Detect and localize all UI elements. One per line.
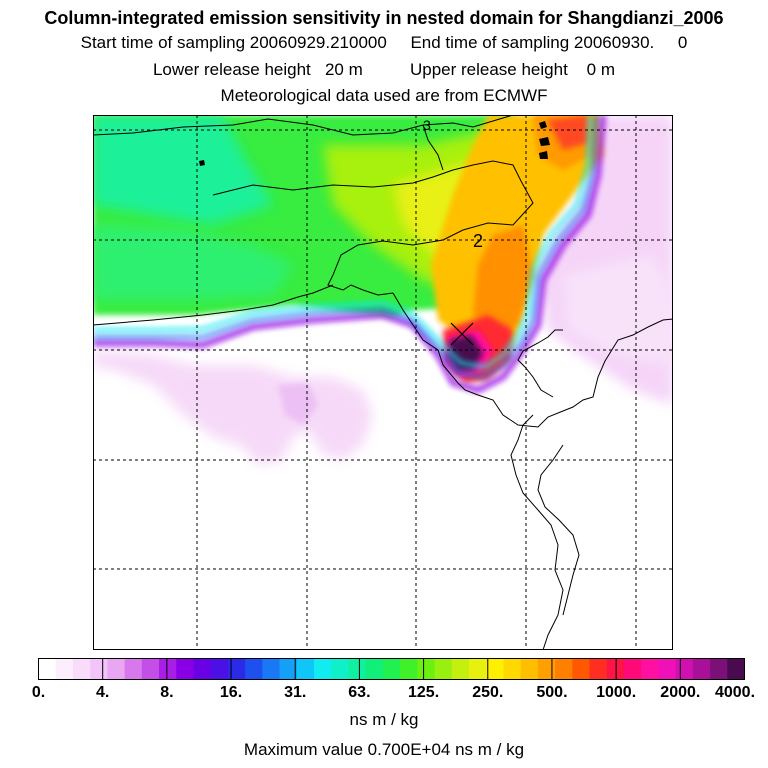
colorbar-cell	[227, 658, 246, 680]
border-line-middle	[212, 160, 534, 276]
colorbar-tick-label: 2000.	[660, 684, 701, 701]
contour-label-3: 3	[423, 117, 431, 133]
colorbar-cell	[417, 658, 435, 680]
colorbar-tick-label: 1000.	[596, 684, 637, 701]
colorbar-tick-labels: 0. 4. 8. 16. 31. 63. 125. 250. 500. 1000. 2000. 400…	[0, 684, 768, 704]
colorbar-cell	[555, 658, 573, 680]
orange-sensitivity-core	[473, 225, 533, 340]
island-2	[539, 137, 550, 146]
colorbar-cell	[331, 658, 349, 680]
colorbar-tick-label: 500.	[536, 684, 568, 701]
light-sensitivity-patch	[278, 383, 318, 425]
colorbar-cell	[623, 658, 642, 680]
colorbar-cell	[365, 658, 384, 680]
plot-title: Column-integrated emission sensitivity i…	[44, 8, 724, 28]
island-3	[539, 151, 548, 159]
colorbar-cell	[589, 658, 608, 680]
border-line-inner	[327, 274, 394, 296]
contour-label-2: 2	[473, 231, 483, 251]
coastline-bohai	[93, 284, 334, 326]
colorbar-tick-label: 16.	[219, 684, 243, 701]
colorbar-tick-label: 125.	[408, 684, 440, 701]
colorbar-units: ns m / kg	[349, 710, 419, 729]
border-line-north	[93, 115, 514, 136]
colorbar-cell	[400, 658, 418, 680]
blue-sensitivity-edge	[93, 115, 598, 380]
colorbar-cell	[124, 658, 143, 680]
colorbar-tick-label: 31.	[284, 684, 307, 701]
colorbar	[38, 658, 745, 680]
colorbar-cell	[537, 658, 556, 680]
colorbar-cell	[606, 658, 625, 680]
release-site-marker	[450, 322, 474, 346]
colorbar-cell	[710, 658, 728, 680]
colorbar-tick-label: 8.	[160, 684, 174, 701]
release-height-line: Lower release height 20 m Upper release …	[152, 60, 616, 79]
colorbar-cell	[55, 658, 74, 680]
red-sensitivity-northeast	[548, 115, 588, 150]
green-sensitivity-zone-west	[93, 115, 273, 225]
colorbar-cell	[72, 658, 91, 680]
colorbar-cell	[641, 658, 659, 680]
island-1	[539, 121, 547, 129]
colorbar-cell	[141, 658, 160, 680]
colorbar-cell	[245, 658, 263, 680]
colorbar-cell	[279, 658, 298, 680]
colorbar-cell	[451, 658, 470, 680]
colorbar-cell	[348, 658, 367, 680]
colorbar-cell	[468, 658, 487, 680]
colorbar-cell	[382, 658, 401, 680]
colorbar-cell	[262, 658, 280, 680]
colorbar-cell	[176, 658, 194, 680]
colorbar-cell	[193, 658, 212, 680]
green-sensitivity-zone-west-lower	[93, 225, 293, 300]
colorbar-cell	[675, 658, 694, 680]
colorbar-tick-label: 0.	[31, 684, 46, 701]
maximum-value-text: Maximum value 0.700E+04 ns m / kg	[243, 740, 525, 759]
cyan-sensitivity-edge	[93, 115, 592, 370]
colorbar-cell	[210, 658, 229, 680]
colorbar-cell	[486, 658, 504, 680]
island-4	[199, 160, 205, 166]
coastline-peninsula	[517, 329, 563, 398]
colorbar-cell	[38, 658, 57, 680]
coastline-east	[537, 444, 580, 616]
colorbar-cell	[572, 658, 590, 680]
river-trace	[422, 124, 444, 171]
colorbar-cell	[90, 658, 108, 680]
sampling-time-line: Start time of sampling 20060929.210000 E…	[80, 33, 688, 52]
colorbar-cell	[727, 658, 745, 680]
colorbar-cell	[434, 658, 453, 680]
colorbar-tick-label: 63.	[348, 684, 371, 701]
colorbar-cell	[692, 658, 711, 680]
colorbar-cell	[296, 658, 315, 680]
map-frame	[93, 115, 673, 650]
colorbar-cell	[658, 658, 677, 680]
colorbar-cell	[503, 658, 522, 680]
map-gridlines	[93, 115, 673, 650]
colorbar-cell	[159, 658, 177, 680]
light-sensitivity-region-east-inner	[563, 255, 673, 365]
colorbar-cell	[520, 658, 539, 680]
colorbar-tick-label: 4.	[96, 684, 110, 701]
emission-sensitivity-map: 2 3	[93, 115, 673, 650]
coastline-korea	[510, 414, 564, 650]
colorbar-tick-label: 250.	[472, 684, 504, 701]
colorbar-tick-label: 4000.	[714, 684, 756, 701]
light-sensitivity-plume-southwest	[93, 350, 373, 465]
colorbar-cell	[107, 658, 125, 680]
meteorological-data-line: Meteorological data used are from ECMWF	[220, 86, 548, 105]
colorbar-cell	[314, 658, 332, 680]
max-sensitivity-core	[448, 335, 483, 371]
